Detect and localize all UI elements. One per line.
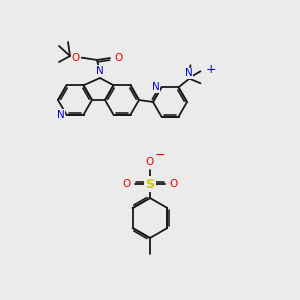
Text: N: N (96, 65, 104, 76)
Text: O: O (72, 53, 80, 63)
Text: O: O (123, 179, 131, 189)
Text: N: N (184, 68, 192, 78)
Text: S: S (146, 178, 154, 190)
Text: O: O (114, 53, 122, 63)
Text: N: N (152, 82, 160, 92)
Text: O: O (169, 179, 177, 189)
Text: −: − (155, 149, 166, 162)
Text: N: N (57, 110, 64, 120)
Text: O: O (146, 157, 154, 167)
Text: +: + (206, 63, 216, 76)
